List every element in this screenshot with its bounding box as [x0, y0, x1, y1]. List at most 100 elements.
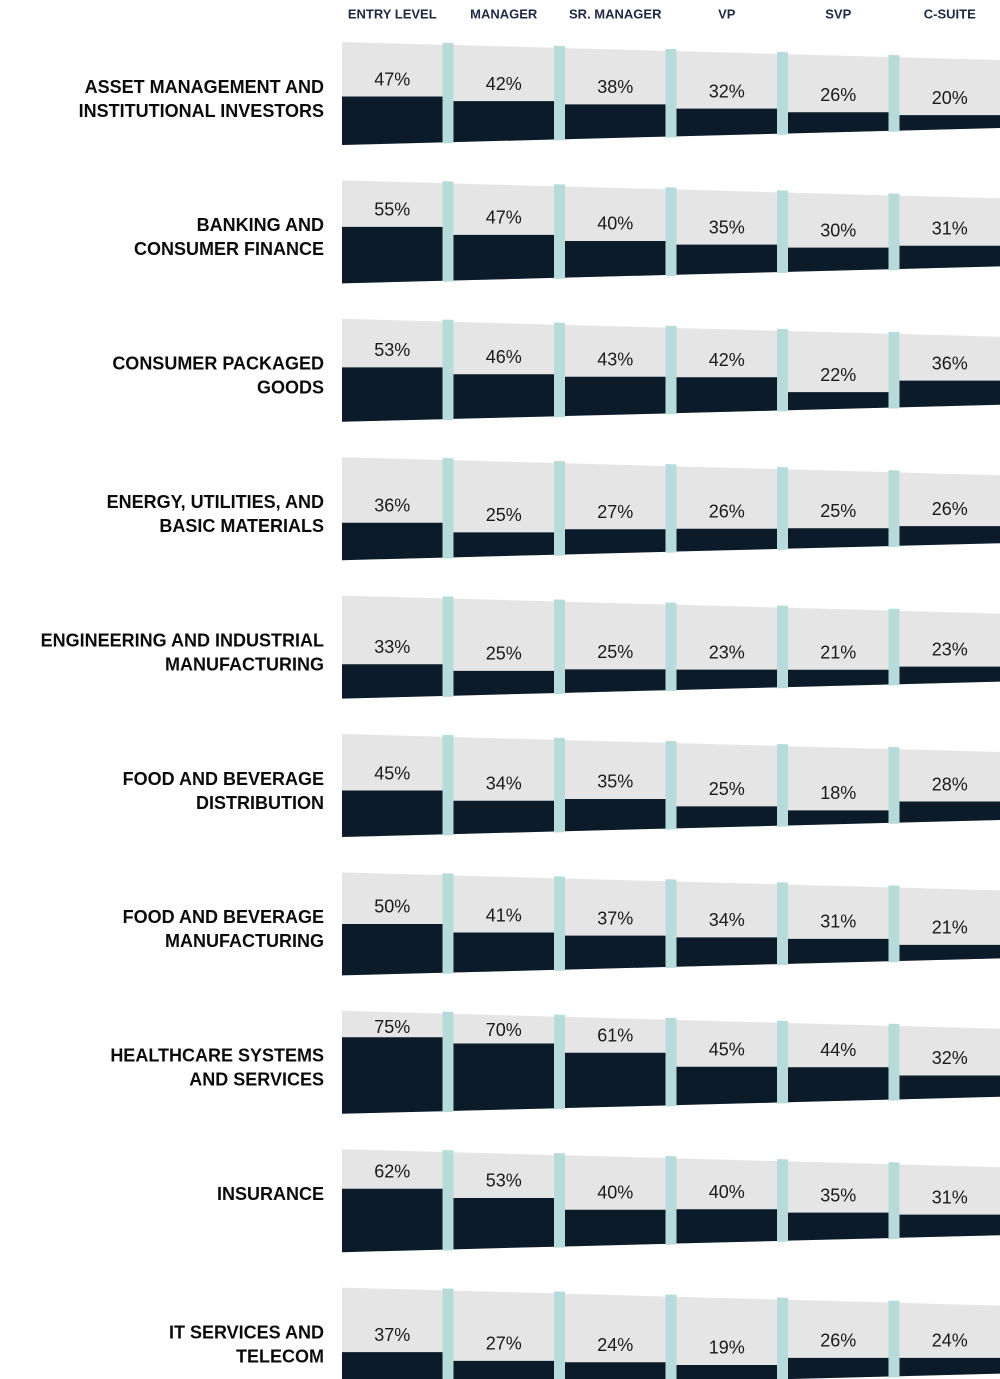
- bar: [453, 932, 554, 973]
- value-label: 43%: [597, 349, 633, 369]
- bar: [676, 1066, 777, 1106]
- separator: [888, 1162, 900, 1240]
- value-label: 53%: [486, 1171, 522, 1191]
- row-label: AND SERVICES: [189, 1070, 324, 1090]
- bar: [342, 367, 443, 422]
- value-label: 23%: [932, 639, 968, 659]
- value-label: 55%: [374, 200, 410, 220]
- value-label: 26%: [932, 499, 968, 519]
- value-label: 25%: [597, 642, 633, 662]
- row-label: ENERGY, UTILITIES, AND: [107, 492, 324, 512]
- row-label: INSTITUTIONAL INVESTORS: [79, 101, 324, 121]
- value-label: 37%: [374, 1325, 410, 1345]
- row-label: ASSET MANAGEMENT AND: [85, 77, 324, 97]
- bar: [676, 937, 777, 967]
- value-label: 40%: [709, 1182, 745, 1202]
- separator: [442, 457, 454, 559]
- separator: [665, 325, 677, 415]
- separator: [665, 1017, 677, 1107]
- value-label: 35%: [820, 1185, 856, 1205]
- separator: [442, 319, 454, 421]
- separator: [665, 1294, 677, 1379]
- row-label: ENGINEERING AND INDUSTRIAL: [41, 630, 324, 650]
- bar: [676, 528, 777, 552]
- bar: [788, 528, 889, 549]
- value-label: 33%: [374, 637, 410, 657]
- column-header: MANAGER: [470, 6, 538, 21]
- separator: [888, 1023, 900, 1101]
- separator: [442, 596, 454, 698]
- separator: [888, 1300, 900, 1378]
- bar: [565, 1052, 666, 1109]
- bar: [565, 240, 666, 278]
- separator: [665, 879, 677, 969]
- bar: [788, 1357, 889, 1379]
- bar: [565, 104, 666, 140]
- value-label: 45%: [374, 763, 410, 783]
- separator: [442, 181, 454, 282]
- row-label: MANUFACTURING: [165, 654, 324, 674]
- value-label: 25%: [486, 644, 522, 664]
- bar: [788, 669, 889, 688]
- bar: [565, 669, 666, 693]
- bar: [788, 938, 889, 964]
- value-label: 34%: [709, 910, 745, 930]
- value-label: 62%: [374, 1161, 410, 1181]
- value-label: 21%: [932, 918, 968, 938]
- row-label: CONSUMER FINANCE: [134, 239, 324, 259]
- bar: [565, 798, 666, 832]
- value-label: 24%: [597, 1335, 633, 1355]
- value-label: 45%: [709, 1039, 745, 1059]
- separator: [888, 193, 900, 271]
- value-label: 27%: [486, 1334, 522, 1354]
- separator: [777, 882, 788, 966]
- bar: [676, 806, 777, 829]
- cell-background: [788, 746, 889, 826]
- row-label: DISTRIBUTION: [196, 793, 324, 813]
- column-header: ENTRY LEVEL: [348, 6, 437, 21]
- value-label: 35%: [709, 217, 745, 237]
- value-label: 24%: [932, 1331, 968, 1351]
- bar: [899, 1075, 1000, 1100]
- row-label: GOODS: [257, 378, 324, 398]
- bar: [453, 1197, 554, 1250]
- separator: [888, 470, 900, 548]
- separator: [442, 1011, 454, 1113]
- cell-background: [899, 610, 1000, 685]
- value-label: 19%: [709, 1338, 745, 1358]
- value-label: 21%: [820, 642, 856, 662]
- bar: [565, 935, 666, 970]
- separator: [554, 599, 565, 695]
- separator: [554, 184, 565, 279]
- bar: [899, 944, 1000, 961]
- bar: [788, 112, 889, 134]
- value-label: 32%: [932, 1048, 968, 1068]
- bar: [676, 1209, 777, 1244]
- value-label: 47%: [486, 208, 522, 228]
- separator: [888, 54, 900, 132]
- separator: [777, 605, 788, 689]
- cell-background: [676, 1296, 777, 1379]
- separator: [777, 743, 788, 827]
- bar: [565, 529, 666, 555]
- row-label: IT SERVICES AND: [169, 1322, 324, 1342]
- separator: [554, 1014, 565, 1110]
- separator: [777, 328, 788, 412]
- bar: [899, 666, 1000, 685]
- value-label: 28%: [932, 774, 968, 794]
- value-label: 40%: [597, 1183, 633, 1203]
- separator: [442, 42, 454, 144]
- separator: [777, 1297, 788, 1379]
- value-label: 42%: [709, 350, 745, 370]
- bar: [899, 115, 1000, 131]
- row-label: TELECOM: [236, 1346, 324, 1366]
- separator: [554, 45, 565, 141]
- separator: [665, 48, 677, 138]
- value-label: 26%: [709, 502, 745, 522]
- value-label: 36%: [932, 353, 968, 373]
- value-label: 70%: [486, 1020, 522, 1040]
- separator: [888, 746, 900, 824]
- bar: [565, 1209, 666, 1247]
- separator: [888, 331, 900, 409]
- value-label: 22%: [820, 365, 856, 385]
